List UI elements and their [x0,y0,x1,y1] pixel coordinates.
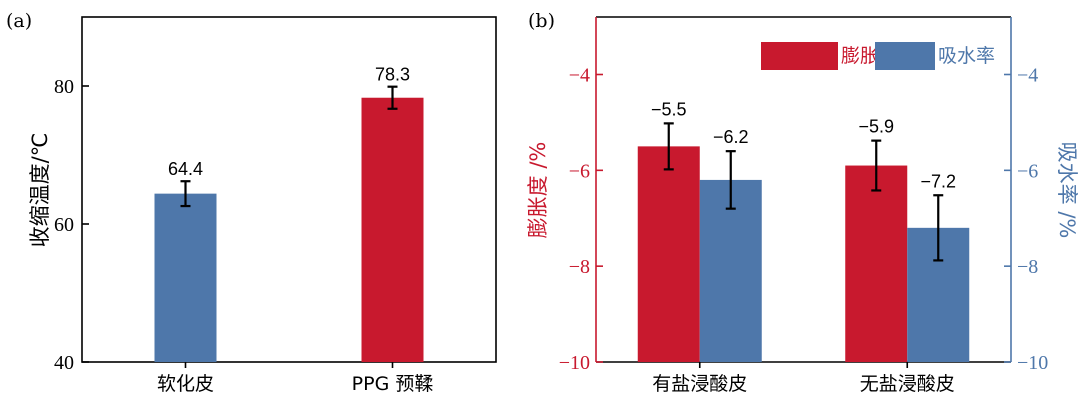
b-x-tick-label: 无盐浸酸皮 [860,373,955,395]
b-error-bar [663,122,674,171]
b-right-y-tick-label: −4 [1017,65,1038,87]
panel-a: (a) 40 60 80 64.4 78.3 软化皮 PPG 预鞣 收缩温度/℃ [6,10,497,395]
a-data-label: 64.4 [168,159,203,179]
b-right-y-tick-label: −10 [1017,352,1048,374]
b-error-bar [933,194,944,262]
a-error-bar [180,180,191,208]
panel-b-left-y-axis-title: 膨胀度 /% [526,142,550,239]
b-data-label: −5.5 [651,99,687,119]
b-left-y-tick-label: −10 [559,352,590,374]
panel-a-plot-frame [81,16,497,363]
a-bar [361,97,424,362]
legend-label-water-absorption: 吸水率 [938,45,995,67]
a-y-tick-label: 80 [54,76,74,98]
panel-b-legend: 膨胀度 吸水率 [761,42,995,70]
legend-swatch-water-absorption [875,42,935,70]
legend-swatch-swelling [761,42,838,70]
a-y-tick-label: 40 [54,352,74,374]
panel-b-bars: −5.5 −6.2 −5.9 −7.2 [637,99,970,362]
a-x-tick-label: PPG 预鞣 [352,373,434,395]
panel-b-right-y-axis-title: 吸水率 /% [1055,142,1079,239]
a-error-bar [387,85,398,110]
panel-a-bars: 64.4 78.3 [154,65,424,362]
b-bar [845,165,908,362]
b-right-y-tick-label: −8 [1017,256,1038,278]
panel-b-left-y-axis: −10 −8 −6 −4 [559,65,603,374]
b-data-label: −7.2 [920,171,956,191]
b-left-y-tick-label: −4 [569,65,590,87]
panel-a-label: (a) [6,10,32,32]
panel-a-y-axis-title: 收缩温度/℃ [28,133,52,248]
panel-b-label: (b) [528,10,555,32]
b-left-y-tick-label: −6 [569,160,590,182]
a-bar [154,193,217,362]
panel-b-x-axis: 有盐浸酸皮 无盐浸酸皮 [652,362,955,395]
b-x-tick-label: 有盐浸酸皮 [652,373,747,395]
b-left-y-tick-label: −8 [569,256,590,278]
a-y-tick-label: 60 [54,214,74,236]
b-bar [637,146,700,362]
b-error-bar [725,150,736,210]
a-x-tick-label: 软化皮 [157,373,214,395]
b-data-label: −6.2 [713,127,749,147]
panel-a-y-axis: 40 60 80 [54,76,89,374]
b-error-bar [871,139,882,192]
b-data-label: −5.9 [858,117,894,137]
b-right-y-tick-label: −6 [1017,160,1038,182]
panel-b: (b) −10 −8 −6 −4 −10 −8 −6 −4 −5.5 −6.2 −5.9 −7.2… [526,10,1079,395]
a-data-label: 78.3 [375,65,410,85]
panel-b-right-y-axis: −10 −8 −6 −4 [1004,65,1048,374]
b-bar [699,179,762,362]
panel-a-x-axis: 软化皮 PPG 预鞣 [157,362,433,395]
